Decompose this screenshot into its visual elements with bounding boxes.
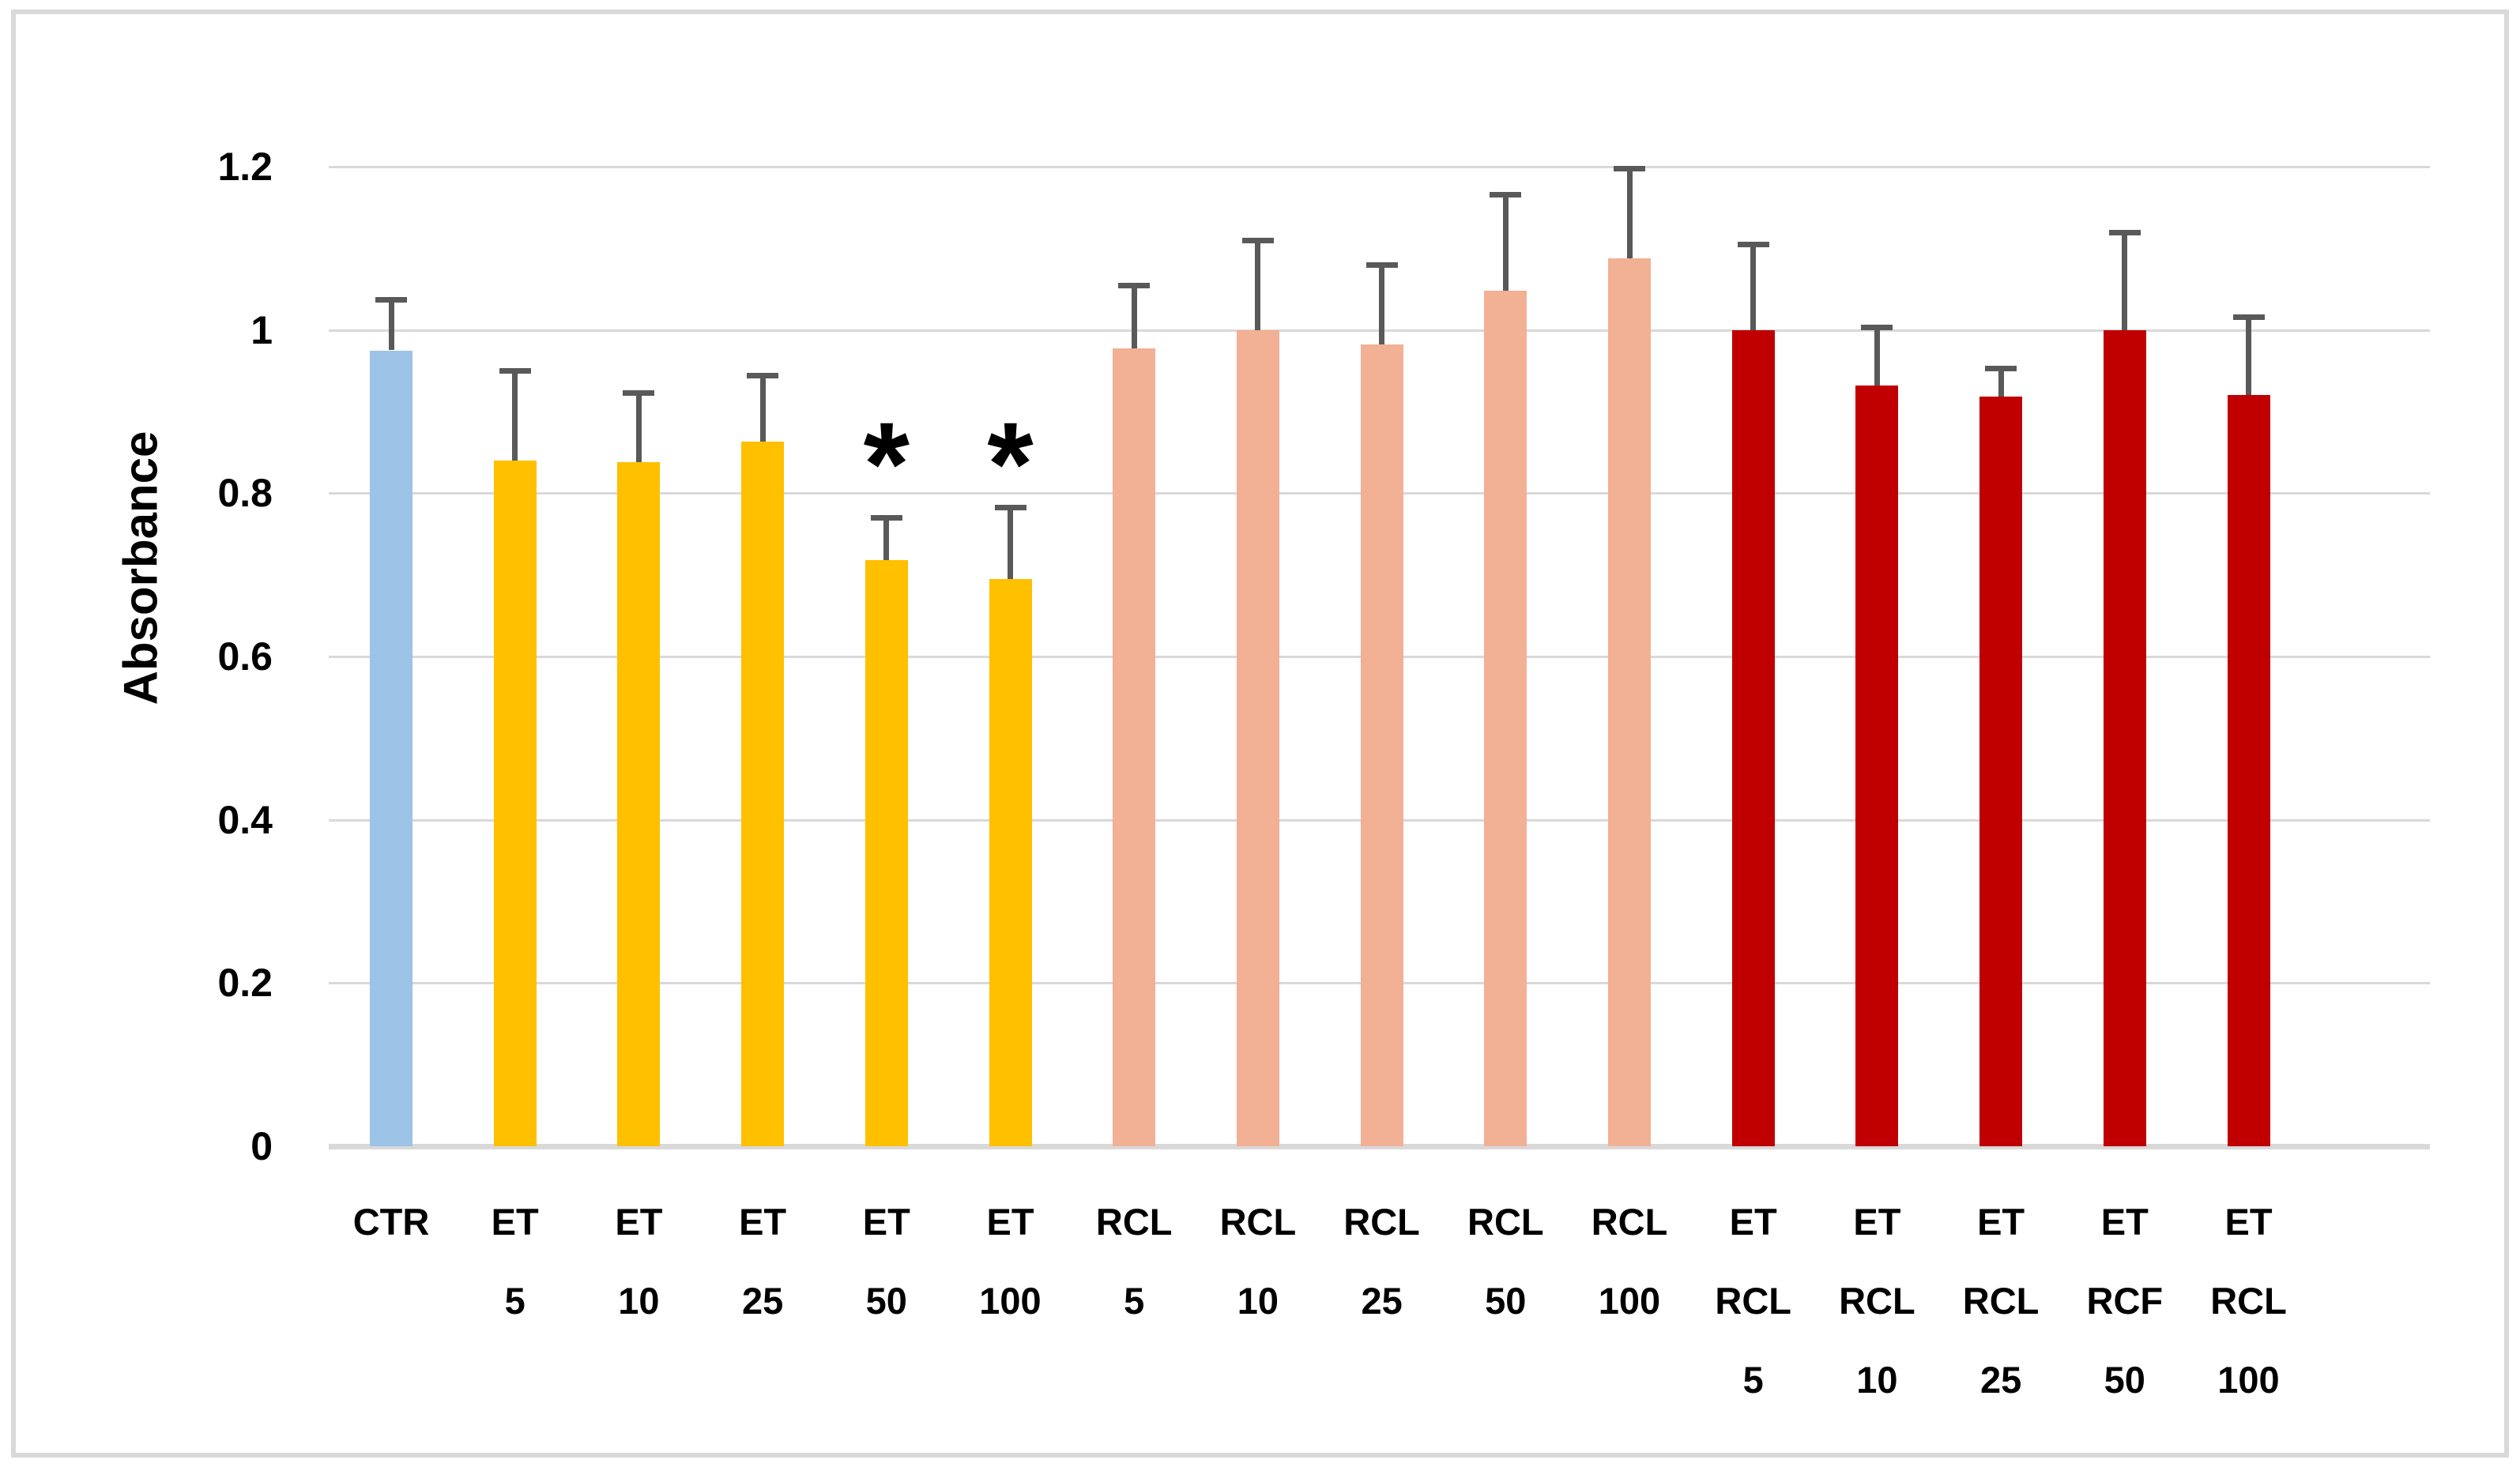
bar-rcl-5 bbox=[1113, 348, 1156, 1146]
y-tick-label-0.6: 0.6 bbox=[217, 634, 273, 679]
bar-ctr bbox=[370, 350, 412, 1146]
x-label-et-rcl-100: ET RCL 100 bbox=[2210, 1201, 2287, 1401]
error-cap-rcl-50 bbox=[1490, 192, 1522, 198]
bar-rcl-100 bbox=[1608, 258, 1651, 1146]
error-cap-rcl-5 bbox=[1118, 282, 1151, 288]
bar-et-rcf-50 bbox=[2103, 329, 2146, 1146]
x-axis-line bbox=[329, 1144, 2430, 1149]
error-cap-et-rcl-25 bbox=[1985, 366, 2017, 372]
bar-rcl-10 bbox=[1236, 329, 1279, 1146]
x-label-et-rcl-5: ET RCL 5 bbox=[1715, 1201, 1791, 1401]
error-bar-et-10 bbox=[635, 393, 642, 463]
error-cap-et-rcl-5 bbox=[1737, 242, 1769, 248]
error-bar-et-rcl-5 bbox=[1750, 244, 1757, 330]
error-bar-et-rcl-25 bbox=[1998, 368, 2004, 397]
bar-et-5 bbox=[493, 461, 537, 1146]
x-label-et-100: ET 100 bbox=[979, 1201, 1042, 1322]
error-bar-rcl-100 bbox=[1626, 168, 1633, 258]
x-label-rcl-5: RCL 5 bbox=[1095, 1201, 1173, 1322]
x-label-et-rcf-50: ET RCF 50 bbox=[2086, 1201, 2164, 1401]
error-cap-et-10 bbox=[623, 390, 655, 397]
x-label-rcl-25: RCL 25 bbox=[1343, 1201, 1420, 1322]
error-bar-rcl-10 bbox=[1255, 240, 1261, 330]
y-tick-label-0.4: 0.4 bbox=[217, 797, 273, 842]
error-cap-rcl-25 bbox=[1365, 262, 1398, 268]
significance-star-et-100: * bbox=[987, 397, 1034, 531]
error-bar-rcl-25 bbox=[1379, 265, 1385, 345]
error-bar-rcl-50 bbox=[1502, 194, 1509, 292]
x-label-et-10: ET 10 bbox=[615, 1201, 663, 1322]
error-cap-et-25 bbox=[747, 372, 779, 378]
bar-et-10 bbox=[617, 462, 661, 1146]
error-bar-et-50 bbox=[883, 517, 890, 561]
x-label-et-rcl-10: ET RCL 10 bbox=[1839, 1201, 1915, 1401]
error-bar-et-25 bbox=[759, 374, 766, 442]
bar-et-25 bbox=[741, 442, 785, 1146]
error-cap-et-50 bbox=[870, 515, 902, 521]
bar-et-50 bbox=[864, 560, 908, 1146]
bar-et-rcl-10 bbox=[1855, 385, 1899, 1146]
x-label-et-25: ET 25 bbox=[739, 1201, 787, 1322]
bar-rcl-50 bbox=[1484, 291, 1527, 1146]
error-bar-et-rcl-10 bbox=[1874, 326, 1880, 386]
error-cap-ctr bbox=[375, 297, 407, 303]
significance-star-et-50: * bbox=[863, 397, 910, 531]
x-label-rcl-10: RCL 10 bbox=[1219, 1201, 1297, 1322]
error-cap-rcl-10 bbox=[1241, 238, 1274, 243]
x-label-et-5: ET 5 bbox=[491, 1201, 539, 1322]
x-label-et-rcl-25: ET RCL 25 bbox=[1962, 1201, 2040, 1401]
error-bar-rcl-5 bbox=[1131, 284, 1137, 349]
error-cap-et-rcf-50 bbox=[2108, 229, 2141, 235]
bar-et-rcl-5 bbox=[1731, 329, 1775, 1146]
y-tick-label-1.2: 1.2 bbox=[217, 145, 273, 189]
error-cap-et-100 bbox=[994, 504, 1026, 510]
gridline-y-1.2 bbox=[329, 166, 2430, 168]
error-cap-et-5 bbox=[499, 368, 531, 374]
x-label-et-50: ET 50 bbox=[862, 1201, 910, 1322]
bar-rcl-25 bbox=[1360, 344, 1403, 1146]
error-cap-rcl-100 bbox=[1614, 166, 1645, 172]
bar-et-100 bbox=[989, 578, 1032, 1146]
x-label-ctr: CTR bbox=[352, 1201, 430, 1243]
y-tick-label-0.2: 0.2 bbox=[217, 961, 273, 1006]
y-tick-label-0.8: 0.8 bbox=[217, 471, 273, 516]
error-bar-ctr bbox=[388, 299, 394, 351]
bar-et-rcl-25 bbox=[1979, 397, 2023, 1146]
y-tick-label-1: 1 bbox=[250, 307, 273, 352]
y-tick-label-0: 0 bbox=[250, 1124, 273, 1168]
bar-et-rcl-100 bbox=[2227, 395, 2270, 1146]
error-bar-et-5 bbox=[512, 371, 518, 461]
error-cap-et-rcl-10 bbox=[1861, 324, 1893, 330]
x-label-rcl-100: RCL 100 bbox=[1591, 1201, 1668, 1322]
error-bar-et-rcl-100 bbox=[2246, 317, 2251, 396]
error-cap-et-rcl-100 bbox=[2232, 314, 2265, 321]
error-bar-et-rcf-50 bbox=[2122, 231, 2128, 330]
error-bar-et-100 bbox=[1008, 506, 1013, 579]
x-label-rcl-50: RCL 50 bbox=[1467, 1201, 1544, 1322]
